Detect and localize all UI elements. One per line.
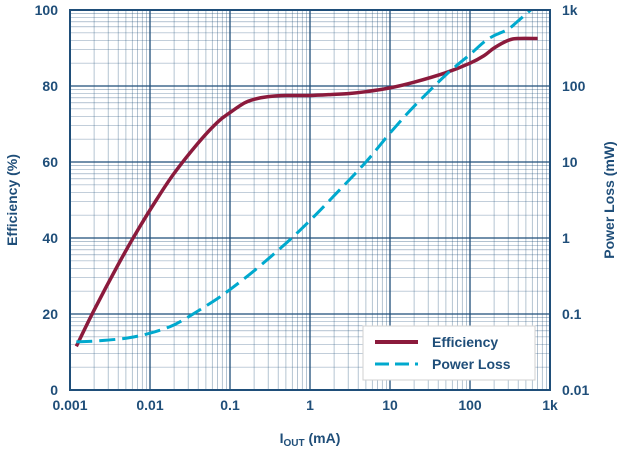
- y2-tick-label: 0.01: [562, 382, 589, 398]
- x-tick-label: 100: [458, 397, 482, 413]
- x-tick-label: 1k: [542, 397, 558, 413]
- efficiency-line: [74, 36, 538, 348]
- y-tick-label: 60: [42, 154, 58, 170]
- tick-labels: 0.001 0.01 0.1 1 10 100 1k 0 20 40 60 80 100 0.01 0.1 1…: [35, 2, 590, 413]
- x-tick-label: 0.01: [136, 397, 163, 413]
- x-tick-label: 0.1: [220, 397, 240, 413]
- y2-tick-label: 10: [562, 154, 578, 170]
- plot-frame: [69, 9, 551, 391]
- y2-axis-title: Power Loss (mW): [601, 141, 617, 258]
- y2-tick-label: 1k: [562, 2, 578, 18]
- series-layer: [74, 10, 538, 348]
- x-tick-label: 1: [306, 397, 314, 413]
- y-tick-label: 80: [42, 78, 58, 94]
- x-tick-label: 0.001: [52, 397, 87, 413]
- x-tick-label: 10: [382, 397, 398, 413]
- y-axis-title: Efficiency (%): [4, 154, 20, 246]
- y-tick-label: 0: [50, 382, 58, 398]
- y-tick-label: 100: [35, 2, 59, 18]
- y2-tick-label: 0.1: [562, 306, 582, 322]
- y2-tick-label: 1: [562, 230, 570, 246]
- legend-power-loss-label: Power Loss: [432, 356, 511, 372]
- x-axis-title: IOUT (mA): [280, 430, 341, 449]
- legend: Efficiency Power Loss: [362, 325, 536, 381]
- y2-tick-label: 100: [562, 78, 586, 94]
- legend-efficiency-label: Efficiency: [432, 334, 498, 350]
- legend-box: [362, 325, 536, 381]
- y-tick-label: 20: [42, 306, 58, 322]
- power-loss-line: [76, 10, 533, 344]
- y-tick-label: 40: [42, 230, 58, 246]
